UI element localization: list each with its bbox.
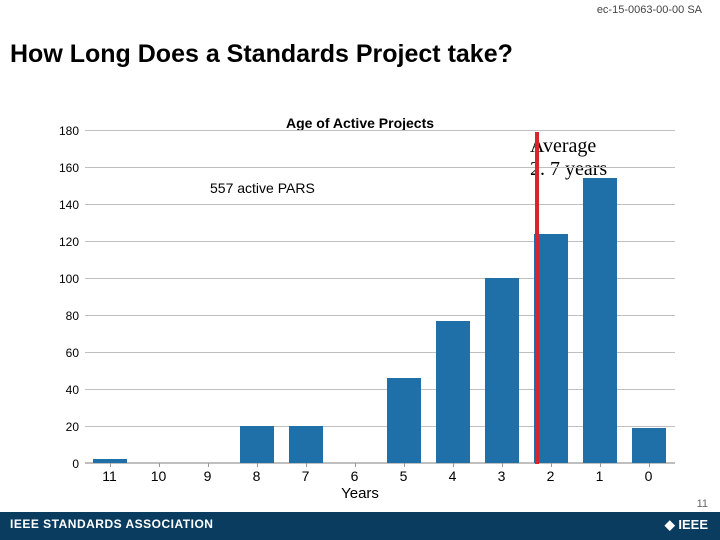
x-tick-label: 0 xyxy=(629,468,669,484)
average-marker-line xyxy=(535,132,539,464)
footer-bar: IEEE STANDARDS ASSOCIATION ◆ IEEE xyxy=(0,512,720,540)
x-axis-title: Years xyxy=(0,485,720,502)
x-tick-label: 2 xyxy=(531,468,571,484)
gridline xyxy=(85,463,675,464)
bar xyxy=(583,178,617,463)
footer-logo: ◆ IEEE xyxy=(665,517,708,533)
bar xyxy=(436,321,470,463)
y-tick-label: 80 xyxy=(47,309,79,323)
y-tick-label: 140 xyxy=(47,198,79,212)
y-tick-label: 20 xyxy=(47,420,79,434)
bar xyxy=(632,428,666,463)
x-tick-label: 11 xyxy=(90,468,130,484)
bar xyxy=(240,426,274,463)
document-id: ec-15-0063-00-00 SA xyxy=(597,4,702,16)
footer-org: IEEE STANDARDS ASSOCIATION xyxy=(10,517,213,531)
y-tick-label: 40 xyxy=(47,383,79,397)
gridline xyxy=(85,167,675,168)
y-tick-label: 100 xyxy=(47,272,79,286)
bar xyxy=(485,278,519,463)
chart-title: Age of Active Projects xyxy=(0,115,720,131)
x-tick-label: 5 xyxy=(384,468,424,484)
x-tick-label: 3 xyxy=(482,468,522,484)
x-tick-label: 6 xyxy=(335,468,375,484)
x-tick-label: 10 xyxy=(139,468,179,484)
chart-plot-area: 020406080100120140160180 xyxy=(85,130,675,463)
y-tick-label: 60 xyxy=(47,346,79,360)
page-number: 11 xyxy=(697,498,708,510)
y-tick-label: 120 xyxy=(47,235,79,249)
bar xyxy=(289,426,323,463)
x-tick-label: 7 xyxy=(286,468,326,484)
x-tick-label: 9 xyxy=(188,468,228,484)
bar xyxy=(387,378,421,463)
slide-title: How Long Does a Standards Project take? xyxy=(10,40,513,69)
gridline xyxy=(85,130,675,131)
y-tick-label: 180 xyxy=(47,124,79,138)
x-tick-label: 1 xyxy=(580,468,620,484)
x-tick-label: 8 xyxy=(237,468,277,484)
x-tick-label: 4 xyxy=(433,468,473,484)
y-tick-label: 160 xyxy=(47,161,79,175)
y-tick-label: 0 xyxy=(47,457,79,471)
